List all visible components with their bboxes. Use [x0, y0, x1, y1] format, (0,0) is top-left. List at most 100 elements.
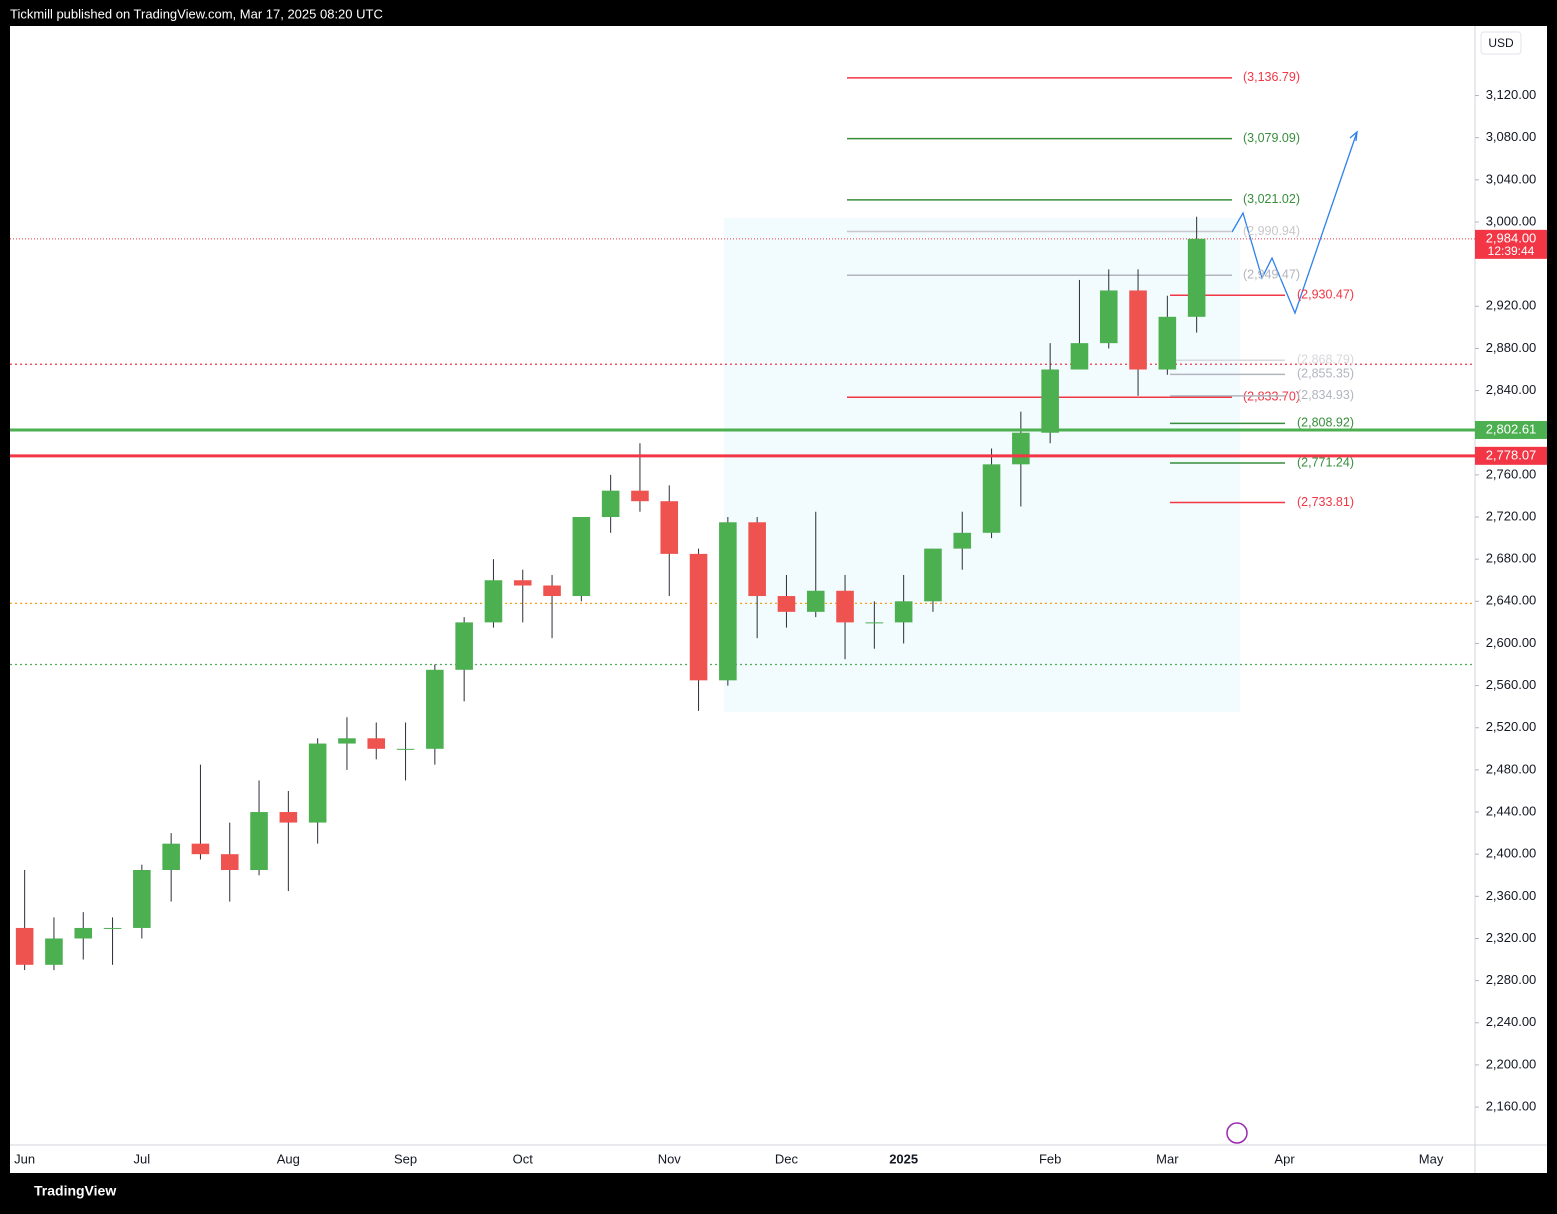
candle-body — [953, 532, 972, 549]
y-tick-label: 2,480.00 — [1486, 761, 1537, 776]
fib-level-label: (2,733.81) — [1297, 495, 1354, 509]
candle-body — [1012, 432, 1030, 465]
candle-body — [982, 464, 1001, 533]
candle-body — [1187, 238, 1206, 317]
candle-body — [162, 843, 180, 870]
x-tick-label: Oct — [513, 1151, 534, 1166]
candle-body — [1129, 290, 1147, 370]
event-icon[interactable] — [1226, 1122, 1248, 1144]
candle-body — [748, 522, 766, 597]
y-tick-label: 2,400.00 — [1486, 846, 1537, 861]
fib-level-label: (3,021.02) — [1243, 192, 1300, 206]
brand: TradingView — [34, 1183, 116, 1199]
candle-body — [15, 927, 34, 965]
candle-body — [45, 938, 63, 965]
candle-body — [836, 590, 854, 623]
fib-level-label: (3,079.09) — [1243, 131, 1300, 145]
candle-body — [308, 743, 327, 823]
y-tick-label: 2,280.00 — [1486, 972, 1537, 987]
candle-body — [631, 490, 649, 502]
y-tick-label: 2,520.00 — [1486, 719, 1537, 734]
candle-body — [924, 548, 942, 602]
candle-body — [513, 580, 532, 586]
candle-body — [601, 490, 620, 518]
candle-body — [455, 622, 473, 670]
candle-body — [74, 927, 93, 939]
candle-body — [396, 748, 415, 750]
fib-level-label: (2,868.79) — [1297, 353, 1354, 367]
candle-body — [543, 585, 561, 597]
key-level-badge — [1475, 446, 1547, 465]
y-tick-label: 2,200.00 — [1486, 1056, 1537, 1071]
y-tick-label: 2,160.00 — [1486, 1099, 1537, 1114]
candle-body — [660, 501, 679, 554]
x-tick-label: Apr — [1274, 1151, 1295, 1166]
candle-body — [279, 812, 298, 823]
y-tick-label: 2,240.00 — [1486, 1014, 1537, 1029]
y-tick-label: 2,880.00 — [1486, 340, 1537, 355]
fib-level-label: (3,136.79) — [1243, 70, 1300, 84]
y-tick-label: 2,560.00 — [1486, 677, 1537, 692]
projection-arrow — [1349, 130, 1358, 142]
fib-level-label: (2,949.47) — [1243, 268, 1300, 282]
candle-body — [1158, 316, 1177, 370]
fib-level-label: (2,930.47) — [1297, 288, 1354, 302]
y-tick-label: 2,440.00 — [1486, 803, 1537, 818]
fib-level-label: (2,990.94) — [1243, 224, 1300, 238]
x-tick-label: Jun — [14, 1151, 35, 1166]
plot: 2,160.00 2,200.00 2,240.00 2,280.00 2,320.00… — [10, 70, 1547, 1166]
fib-level-label: (2,808.92) — [1297, 416, 1354, 430]
key-level-label: 2,802.61 — [1486, 421, 1537, 436]
x-tick-label: Aug — [277, 1151, 300, 1166]
candle-body — [806, 590, 825, 612]
y-tick-label: 2,600.00 — [1486, 635, 1537, 650]
y-tick-label: 2,840.00 — [1486, 382, 1537, 397]
currency-box[interactable] — [1480, 31, 1522, 55]
x-tick-label: 2025 — [889, 1151, 918, 1166]
x-tick-label: Jul — [134, 1151, 151, 1166]
y-tick-label: 3,120.00 — [1486, 87, 1537, 102]
candle-body — [865, 622, 884, 624]
fib-level-label: (2,771.24) — [1297, 455, 1354, 469]
x-tick-label: Dec — [775, 1151, 799, 1166]
candle-body — [133, 869, 151, 928]
last-price-badge — [1475, 229, 1547, 259]
currency: USD — [1488, 36, 1514, 50]
y-tick-label: 3,080.00 — [1486, 129, 1537, 144]
x-tick-label: Nov — [658, 1151, 682, 1166]
candle-body — [484, 580, 503, 623]
key-level-label: 2,778.07 — [1486, 447, 1537, 462]
candle-body — [719, 522, 737, 681]
candle-body — [220, 854, 239, 870]
candle-body — [1070, 343, 1089, 370]
candle-body — [103, 927, 122, 929]
y-tick-label: 2,920.00 — [1486, 298, 1537, 313]
publisher-line: Tickmill published on TradingView.com, M… — [10, 6, 383, 21]
last-price-label: 2,984.00 — [1486, 230, 1537, 245]
y-tick-label: 2,760.00 — [1486, 466, 1537, 481]
candle-body — [777, 596, 796, 612]
x-tick-label: Feb — [1039, 1151, 1061, 1166]
candle-body — [426, 669, 444, 749]
y-tick-label: 2,640.00 — [1486, 593, 1537, 608]
fib-level-label: (2,834.93) — [1297, 388, 1354, 402]
range-box — [724, 218, 1240, 712]
candle-body — [1041, 369, 1059, 433]
y-tick-label: 2,720.00 — [1486, 508, 1537, 523]
y-tick-label: 2,360.00 — [1486, 888, 1537, 903]
fib-level-label: (2,855.35) — [1297, 367, 1354, 381]
candle-body — [191, 843, 210, 855]
countdown: 12:39:44 — [1488, 244, 1535, 258]
y-tick-label: 3,040.00 — [1486, 171, 1537, 186]
candle-body — [338, 738, 356, 744]
candle-body — [572, 517, 591, 597]
key-level-badge — [1475, 420, 1547, 439]
projection-path — [1231, 131, 1358, 315]
candle-body — [689, 553, 708, 681]
candle-body — [894, 601, 913, 623]
y-tick-label: 2,680.00 — [1486, 551, 1537, 566]
candle-body — [1099, 290, 1118, 344]
x-tick-label: Sep — [394, 1151, 417, 1166]
x-tick-label: Mar — [1156, 1151, 1179, 1166]
